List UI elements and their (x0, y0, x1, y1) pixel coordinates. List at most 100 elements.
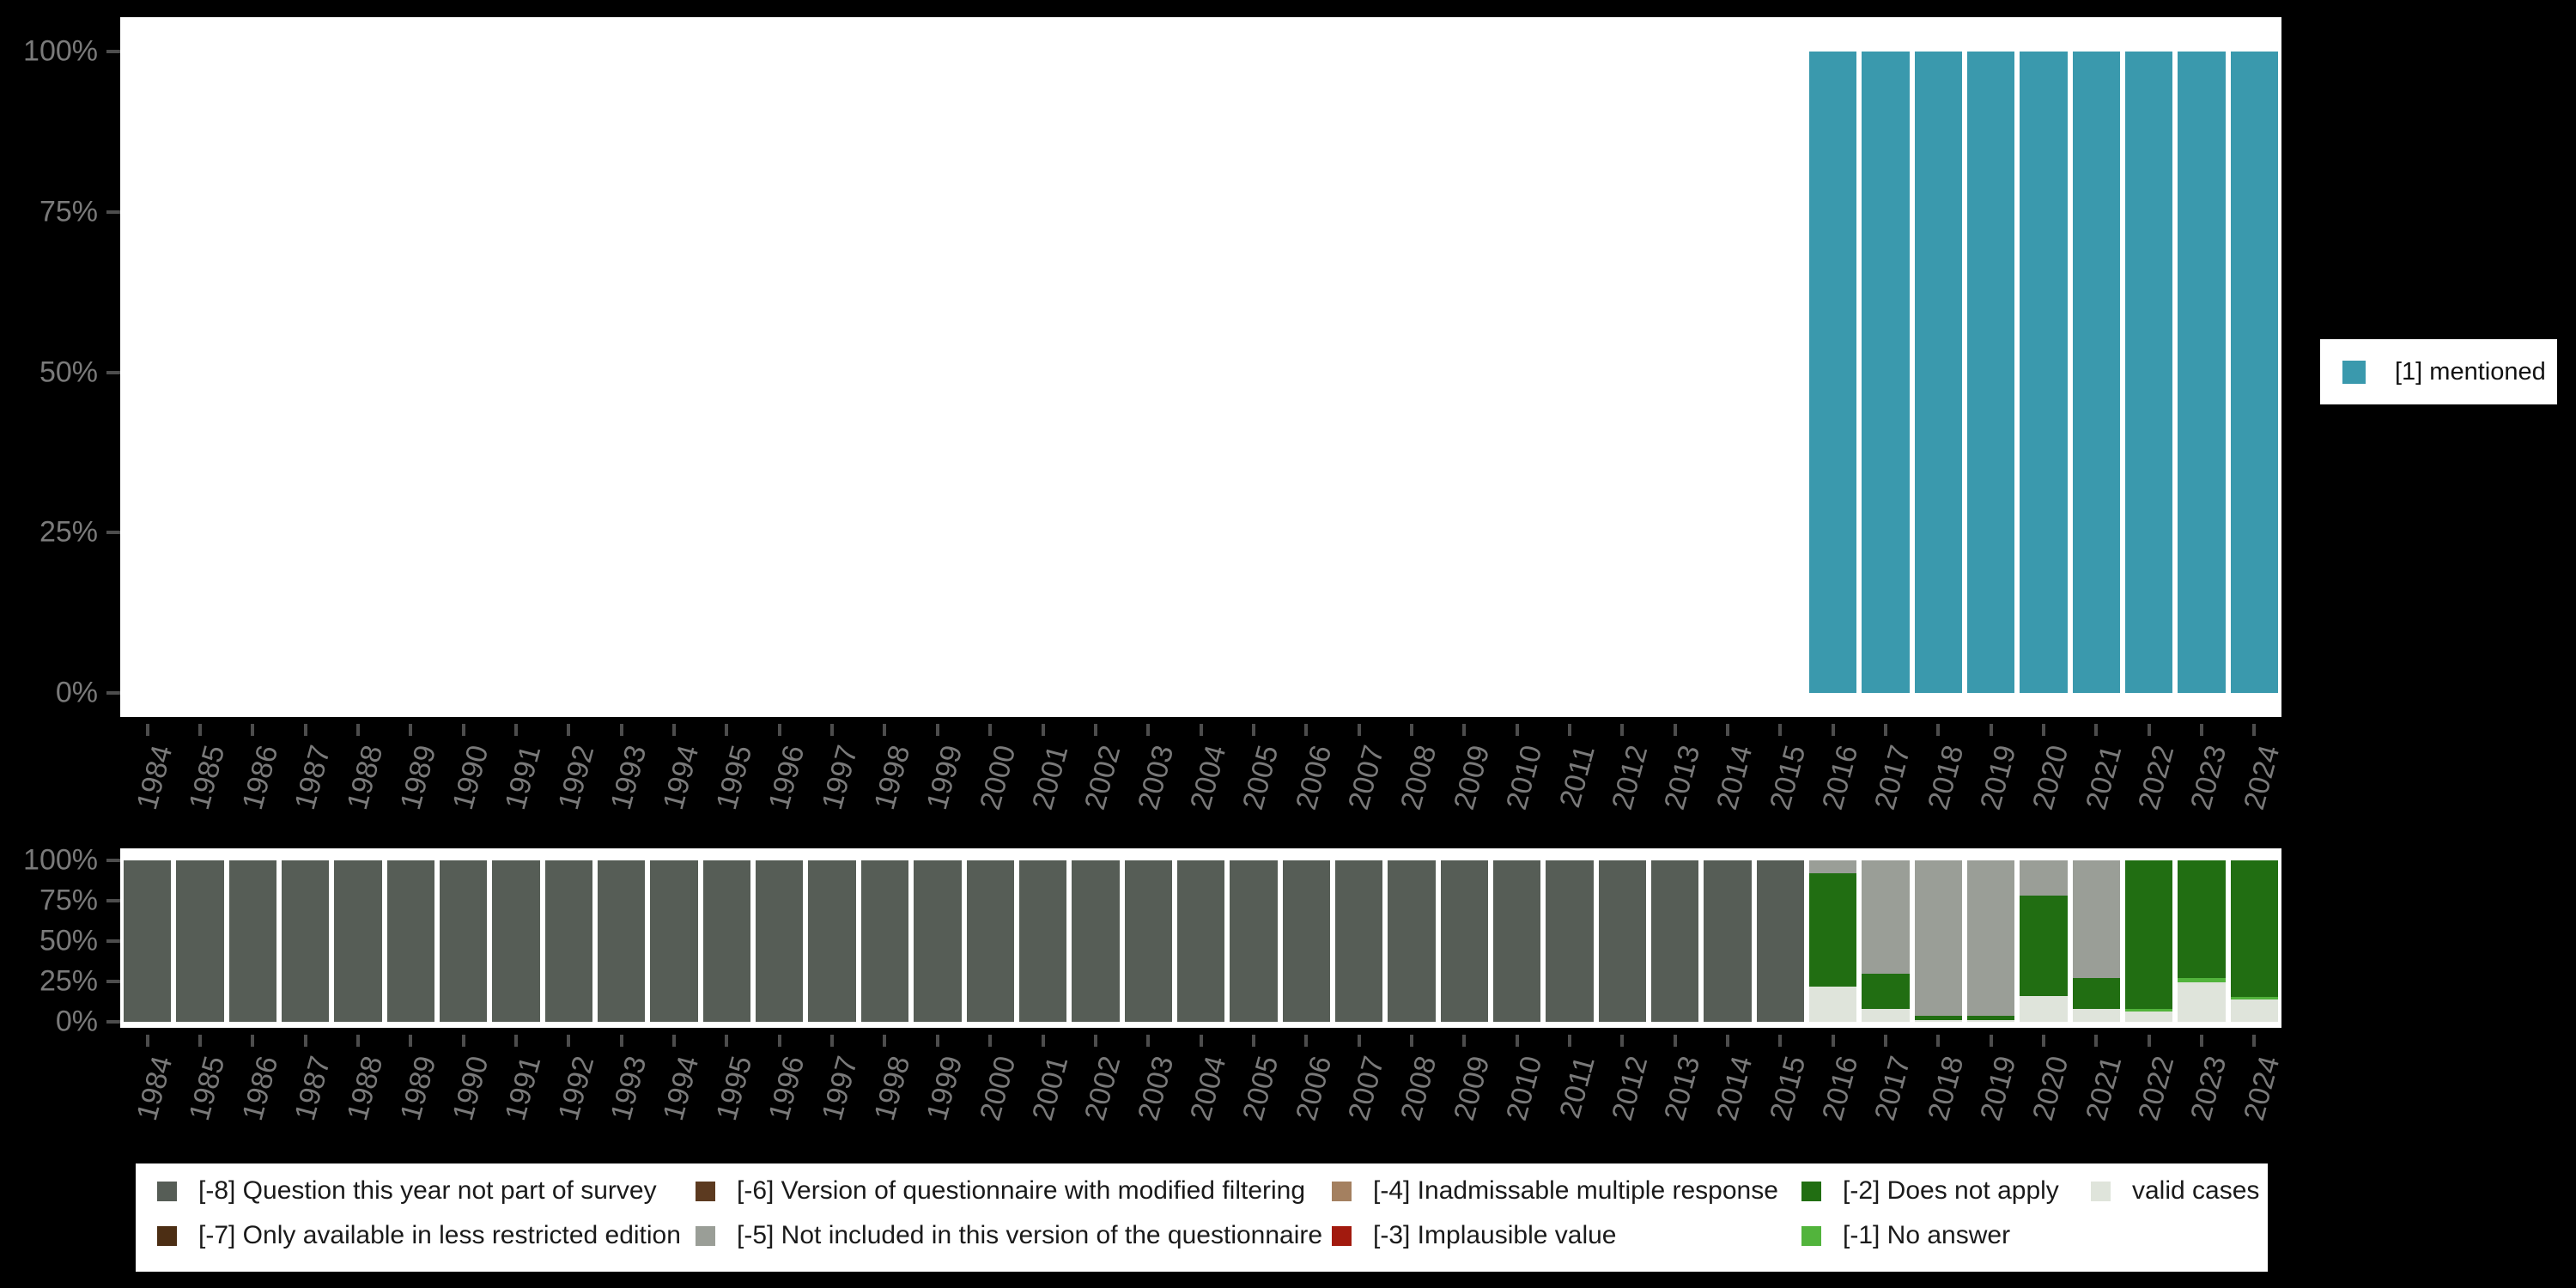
bar-2023-minus-2[interactable] (2178, 860, 2226, 979)
bar-1988-minus-8[interactable] (334, 860, 382, 1022)
bar-1999-minus-8[interactable] (914, 860, 962, 1022)
bar-2000-minus-8[interactable] (966, 860, 1014, 1022)
bar-slot-2003 (1124, 860, 1172, 1022)
bar-2021-minus-5[interactable] (2072, 860, 2121, 979)
x-tick-slot-2005 (1230, 724, 1277, 736)
bar-2016-mentioned[interactable] (1809, 52, 1857, 693)
bar-2015-minus-8[interactable] (1756, 860, 1804, 1022)
bar-1995-minus-8[interactable] (702, 860, 751, 1022)
x-tick-slot-2014 (1704, 1035, 1751, 1047)
bar-2016-minus-2[interactable] (1809, 873, 1857, 987)
legend-label-minus-7: [-7] Only available in less restricted e… (198, 1221, 681, 1249)
x-label-slot-2022: 2022 (2125, 1049, 2180, 1161)
bar-1987-minus-8[interactable] (282, 860, 330, 1022)
bar-2016-valid-cases[interactable] (1809, 986, 1857, 1022)
bar-2006-minus-8[interactable] (1282, 860, 1330, 1022)
bar-2012-minus-8[interactable] (1598, 860, 1646, 1022)
bar-2022-minus-1[interactable] (2125, 1008, 2173, 1012)
bar-2024-minus-2[interactable] (2230, 860, 2279, 997)
x-label-slot-1997: 1997 (808, 1049, 864, 1161)
x-label-1997: 1997 (815, 1053, 864, 1124)
bar-2018-mentioned[interactable] (1914, 52, 1963, 693)
bar-1993-minus-8[interactable] (598, 860, 646, 1022)
bar-2014-minus-8[interactable] (1704, 860, 1752, 1022)
bar-2021-valid-cases[interactable] (2072, 1008, 2121, 1022)
x-label-1985: 1985 (183, 742, 232, 813)
x-tick-slot-1998 (861, 1035, 908, 1047)
bar-1984-minus-8[interactable] (124, 860, 172, 1022)
x-label-1992: 1992 (551, 1053, 601, 1124)
bar-2017-mentioned[interactable] (1862, 52, 1910, 693)
bar-2019-minus-5[interactable] (1967, 860, 2015, 1016)
bar-1991-minus-8[interactable] (492, 860, 540, 1022)
bar-2017-minus-5[interactable] (1862, 860, 1910, 974)
bar-2017-minus-2[interactable] (1862, 973, 1910, 1009)
bar-slot-2012 (1598, 860, 1646, 1022)
x-label-2011: 2011 (1553, 742, 1601, 811)
bar-1985-minus-8[interactable] (176, 860, 224, 1022)
legend-swatch-minus-8 (157, 1181, 177, 1201)
bar-2016-minus-5[interactable] (1809, 860, 1857, 874)
bar-slot-1985 (176, 860, 224, 1022)
bar-1996-minus-8[interactable] (756, 860, 804, 1022)
bar-2024-minus-1[interactable] (2230, 996, 2279, 999)
x-tick-slot-1987 (282, 1035, 329, 1047)
bar-2019-valid-cases[interactable] (1967, 1020, 2015, 1022)
bar-2011-minus-8[interactable] (1546, 860, 1594, 1022)
x-tick-1997 (830, 724, 835, 736)
x-tick-slot-2023 (2178, 1035, 2225, 1047)
bar-1998-minus-8[interactable] (860, 860, 909, 1022)
bar-2008-minus-8[interactable] (1388, 860, 1436, 1022)
bar-2001-minus-8[interactable] (1018, 860, 1067, 1022)
bar-1986-minus-8[interactable] (228, 860, 277, 1022)
bar-2023-minus-1[interactable] (2178, 978, 2226, 982)
bar-2010-minus-8[interactable] (1492, 860, 1541, 1022)
bar-2017-valid-cases[interactable] (1862, 1008, 1910, 1022)
bar-slot-2008 (1388, 52, 1435, 693)
bar-2021-minus-2[interactable] (2072, 978, 2121, 1009)
bar-2019-mentioned[interactable] (1967, 52, 2015, 693)
x-label-slot-2001: 2001 (1019, 738, 1074, 850)
bar-2003-minus-8[interactable] (1124, 860, 1172, 1022)
bar-2024-valid-cases[interactable] (2230, 999, 2279, 1022)
bar-2023-mentioned[interactable] (2178, 52, 2226, 693)
bar-2023-valid-cases[interactable] (2178, 981, 2226, 1022)
x-label-1989: 1989 (393, 742, 443, 813)
bar-1992-minus-8[interactable] (544, 860, 593, 1022)
x-label-1993: 1993 (605, 742, 653, 813)
bar-2019-minus-2[interactable] (1967, 1015, 2015, 1021)
x-label-1997: 1997 (815, 742, 864, 813)
x-tick-1992 (567, 724, 571, 736)
bar-1989-minus-8[interactable] (386, 860, 435, 1022)
bar-2022-mentioned[interactable] (2125, 52, 2173, 693)
bar-2020-minus-2[interactable] (2020, 896, 2068, 996)
bar-2009-minus-8[interactable] (1440, 860, 1488, 1022)
bar-2007-minus-8[interactable] (1334, 860, 1383, 1022)
bar-2022-minus-2[interactable] (2125, 860, 2173, 1009)
bar-1997-minus-8[interactable] (808, 860, 856, 1022)
x-tick-1991 (514, 724, 519, 736)
x-tick-2023 (2200, 1035, 2204, 1047)
bar-2002-minus-8[interactable] (1072, 860, 1120, 1022)
x-tick-1989 (409, 724, 413, 736)
x-label-slot-1989: 1989 (387, 1049, 442, 1161)
bar-2004-minus-8[interactable] (1176, 860, 1225, 1022)
bar-2021-mentioned[interactable] (2072, 52, 2121, 693)
x-label-slot-1996: 1996 (756, 738, 811, 850)
bar-2020-minus-5[interactable] (2020, 860, 2068, 896)
bar-2005-minus-8[interactable] (1230, 860, 1278, 1022)
x-tick-slot-2008 (1388, 724, 1435, 736)
bar-1994-minus-8[interactable] (650, 860, 698, 1022)
bar-2018-minus-5[interactable] (1914, 860, 1963, 1017)
bar-slot-2018 (1914, 52, 1963, 693)
bar-2013-minus-8[interactable] (1650, 860, 1699, 1022)
x-label-slot-2003: 2003 (1125, 1049, 1180, 1161)
bar-2020-mentioned[interactable] (2020, 52, 2068, 693)
x-tick-slot-1990 (440, 724, 487, 736)
bar-2018-minus-2[interactable] (1914, 1016, 1963, 1021)
bar-2024-mentioned[interactable] (2230, 52, 2279, 693)
bar-2020-valid-cases[interactable] (2020, 995, 2068, 1022)
bar-2022-valid-cases[interactable] (2125, 1011, 2173, 1022)
bar-1990-minus-8[interactable] (440, 860, 488, 1022)
bar-2018-valid-cases[interactable] (1914, 1020, 1963, 1022)
